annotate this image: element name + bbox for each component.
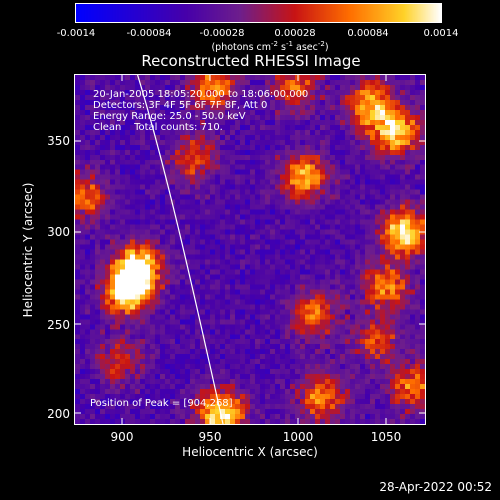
limb-line [136,75,224,424]
time-range-text: 20-Jan-2005 18:05:20.000 to 18:06:00.000 [93,89,309,100]
x-axis-label: Heliocentric X (arcsec) [182,445,318,459]
x-tick-label: 1050 [370,430,402,444]
colorbar-tick: 0.00028 [274,28,316,39]
colorbar-tick: -0.0014 [56,28,96,39]
colorbar-tick: 0.0014 [423,28,459,39]
colorbar-tick: 0.00084 [347,28,389,39]
heatmap-image [75,75,425,424]
x-tick-label: 1000 [282,430,314,444]
y-axis-label: Heliocentric Y (arcsec) [21,182,35,318]
colorbar-tick: -0.00028 [199,28,245,39]
peak-position-text: Position of Peak = [904,268] [90,398,233,409]
clean-counts-text: Clean Total counts: 710. [93,122,223,133]
y-tick-label: 350 [47,134,70,148]
colorbar-units: (photons cm-2 s-1 asec-2) [211,40,329,54]
colorbar-tick: -0.00084 [126,28,172,39]
plot-title: Reconstructed RHESSI Image [141,52,361,70]
date-stamp: 28-Apr-2022 00:52 [379,480,492,494]
y-tick-label: 200 [47,407,70,421]
x-tick-label: 900 [110,430,134,444]
x-tick-label: 950 [198,430,222,444]
colorbar [75,3,442,23]
detectors-text: Detectors: 3F 4F 5F 6F 7F 8F, Att 0 [93,100,268,111]
energy-range-text: Energy Range: 25.0 - 50.0 keV [93,111,246,122]
y-tick-label: 300 [47,225,70,239]
image-plot: 20-Jan-2005 18:05:20.000 to 18:06:00.000… [74,74,426,425]
y-tick-label: 250 [47,318,70,332]
